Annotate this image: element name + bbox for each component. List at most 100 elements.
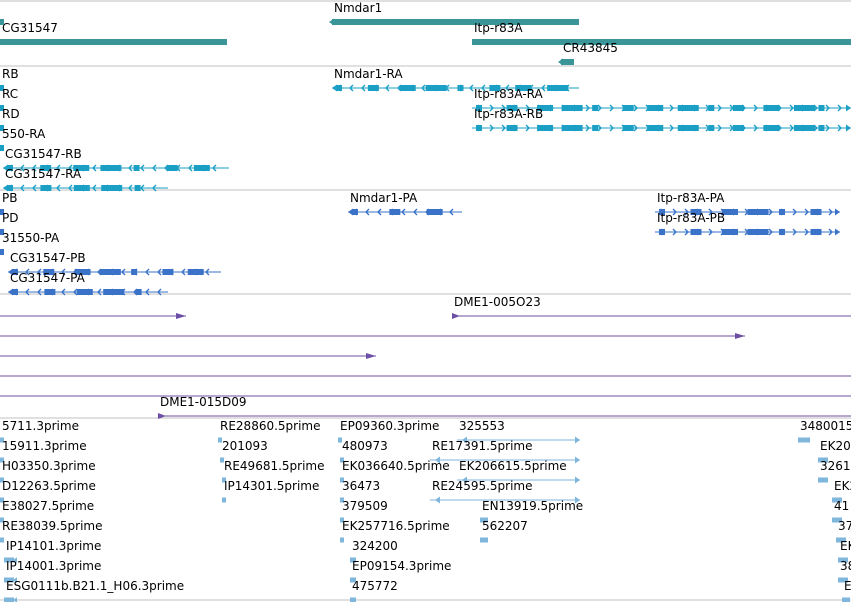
est-block (838, 557, 848, 563)
feature-label: EK036640.5prime (342, 459, 450, 473)
est-alignments-feature[interactable]: RE38039.5prime (0, 519, 103, 543)
est-alignments-feature[interactable]: 38 (838, 559, 851, 583)
genes-feature[interactable]: Nmdar1 (329, 1, 579, 26)
est-alignments-feature[interactable]: E (842, 579, 851, 602)
strand-chevron (56, 164, 61, 172)
est-alignments-feature[interactable]: D12263.5prime (0, 479, 96, 503)
transcripts-feature[interactable]: RB (0, 67, 19, 92)
est-alignments-feature[interactable]: 5711.3prime (0, 419, 79, 443)
est-alignments-feature[interactable]: 201093 (220, 439, 268, 463)
est-block (340, 497, 344, 503)
strand-chevron (489, 104, 494, 112)
exon-block (732, 125, 744, 131)
strand-chevron (109, 288, 114, 296)
chip-sites-feature[interactable]: DME1-005O23 (452, 295, 851, 319)
est-alignments-feature[interactable]: 325553 (457, 419, 580, 444)
est-alignments-feature[interactable]: RE24595.5prime (430, 479, 580, 504)
est-alignments-feature[interactable]: 475772 (350, 579, 398, 602)
transcripts-track: RB Nmdar1-RA RC Itp-r83A-RA RD Itp-r83A-RB 550… (0, 67, 851, 192)
chip-sites-feature[interactable] (0, 313, 186, 319)
genes-feature[interactable]: CR43845 (558, 41, 618, 66)
strand-chevron (61, 288, 66, 296)
est-alignments-feature[interactable]: EK2 (832, 479, 851, 503)
exon-block (43, 269, 55, 275)
strand-chevron (792, 228, 797, 236)
exon-block (166, 165, 178, 171)
chip-sites-feature[interactable] (0, 353, 376, 359)
transcripts-feature[interactable]: 550-RA (0, 127, 46, 152)
transcripts-feature[interactable]: RC (0, 87, 18, 112)
strand-arrow (0, 145, 4, 151)
proteins-feature[interactable]: PB (0, 191, 17, 216)
est-alignments-feature[interactable]: RE28860.5prime (218, 419, 321, 443)
exon-block (647, 125, 664, 131)
est-block (798, 437, 810, 443)
exon-block (101, 185, 123, 191)
strand-chevron (97, 288, 102, 296)
est-alignments-feature[interactable]: 379509 (340, 499, 388, 523)
est-alignments-feature[interactable]: 562207 (480, 519, 528, 543)
exon-block (457, 85, 464, 91)
strand-arrow (835, 208, 840, 216)
transcripts-feature[interactable]: CG31547-RA (3, 167, 168, 192)
feature-label: EP09154.3prime (352, 559, 451, 573)
transcripts-feature[interactable]: Nmdar1-RA (332, 67, 579, 92)
genes-feature[interactable]: Itp-r83A (472, 21, 851, 45)
strand-chevron (816, 228, 821, 236)
exon-block (690, 209, 702, 215)
strand-chevron (169, 268, 174, 276)
est-alignments-feature[interactable]: ESG0111b.B21.1_H06.3prime (4, 579, 184, 602)
est-alignments-feature[interactable]: 15911.3prime (0, 439, 87, 463)
strand-chevron (609, 104, 614, 112)
est-alignments-feature[interactable]: E38027.5prime (0, 499, 94, 523)
est-block (0, 477, 4, 483)
est-alignments-feature[interactable]: EK20 (818, 439, 851, 463)
est-alignments-feature[interactable]: EP09154.3prime (350, 559, 451, 583)
proteins-feature[interactable]: CG31547-PA (8, 271, 168, 296)
est-alignments-feature[interactable]: 3261 (818, 459, 851, 483)
strand-chevron (13, 288, 18, 296)
proteins-feature[interactable]: Itp-r83A-PA (655, 191, 840, 216)
chip-sites-feature[interactable] (0, 333, 745, 339)
est-alignments-feature[interactable]: RE17391.5prime (430, 439, 580, 464)
strand-chevron (128, 184, 133, 192)
est-alignments-feature[interactable]: EK (838, 539, 851, 563)
strand-arrow (462, 476, 467, 484)
est-alignments-feature[interactable]: EN13919.5prime (480, 499, 583, 523)
strand-chevron (140, 164, 145, 172)
genes-feature[interactable] (0, 19, 4, 25)
chip-sites-feature[interactable]: DME1-015D09 (158, 395, 851, 419)
est-alignments-feature[interactable]: 36473 (340, 479, 380, 503)
proteins-feature[interactable]: Nmdar1-PA (348, 191, 462, 216)
proteins-feature[interactable]: Itp-r83A-PB (655, 211, 840, 236)
est-alignments-feature[interactable]: EK206615.5prime (457, 459, 580, 484)
est-alignments-feature[interactable]: IP14101.3prime (4, 539, 101, 563)
transcripts-feature[interactable]: Itp-r83A-RA (472, 87, 851, 112)
est-alignments-feature[interactable]: 480973 (340, 439, 388, 463)
transcripts-feature[interactable]: Itp-r83A-RB (472, 107, 851, 132)
strand-chevron (621, 124, 626, 132)
est-alignments-feature[interactable]: 3480015 (798, 419, 851, 443)
est-alignments-feature[interactable]: EK257716.5prime (340, 519, 450, 543)
strand-chevron (681, 104, 686, 112)
est-alignments-feature[interactable]: EK036640.5prime (340, 459, 450, 483)
est-alignments-feature[interactable]: RE49681.5prime (222, 459, 325, 483)
transcripts-feature[interactable]: RD (0, 107, 20, 132)
est-alignments-feature[interactable]: IP14301.5prime (222, 479, 319, 503)
est-alignments-feature[interactable]: 324200 (350, 539, 398, 563)
proteins-feature[interactable]: CG31547-PB (8, 251, 221, 276)
proteins-feature[interactable]: 31550-PA (0, 231, 60, 256)
est-alignments-feature[interactable]: EP09360.3prime (338, 419, 439, 443)
strand-chevron (377, 208, 382, 216)
est-alignments-feature[interactable]: 41 (832, 499, 849, 523)
est-alignments-feature[interactable]: 37 (836, 519, 851, 543)
feature-label: 41 (834, 499, 849, 513)
est-block (218, 437, 222, 443)
est-alignments-feature[interactable]: IP14001.3prime (4, 559, 101, 583)
proteins-feature[interactable]: PD (0, 211, 18, 236)
est-alignments-feature[interactable]: H03350.3prime (0, 459, 96, 483)
transcripts-feature[interactable]: CG31547-RB (3, 147, 229, 172)
genes-feature[interactable]: CG31547 (0, 21, 227, 45)
